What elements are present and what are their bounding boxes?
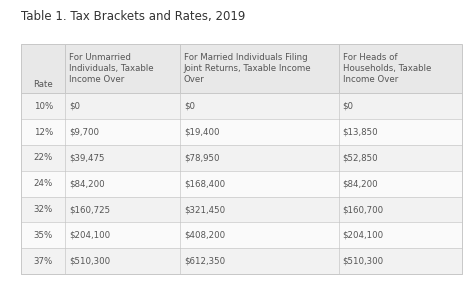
Text: $510,300: $510,300 (69, 257, 110, 266)
Text: $78,950: $78,950 (184, 153, 219, 162)
Text: For Married Individuals Filing
Joint Returns, Taxable Income
Over: For Married Individuals Filing Joint Ret… (184, 53, 311, 84)
Text: $204,100: $204,100 (69, 231, 110, 240)
Text: $84,200: $84,200 (69, 179, 105, 188)
Bar (21, 93, 462, 119)
Text: $0: $0 (69, 102, 80, 111)
Text: $612,350: $612,350 (184, 257, 225, 266)
Bar (21, 44, 462, 93)
Text: $19,400: $19,400 (184, 128, 219, 137)
Bar (21, 222, 462, 248)
Text: $510,300: $510,300 (343, 257, 383, 266)
Bar (21, 145, 462, 171)
Text: $39,475: $39,475 (69, 153, 105, 162)
Text: $408,200: $408,200 (184, 231, 225, 240)
Text: Rate: Rate (34, 80, 53, 89)
Text: $160,700: $160,700 (343, 205, 383, 214)
Text: $0: $0 (343, 102, 354, 111)
Text: 35%: 35% (34, 231, 53, 240)
Text: 22%: 22% (34, 153, 53, 162)
Bar (21, 171, 462, 197)
Bar (21, 197, 462, 222)
Text: $321,450: $321,450 (184, 205, 225, 214)
Text: $160,725: $160,725 (69, 205, 110, 214)
Text: $52,850: $52,850 (343, 153, 378, 162)
Text: $13,850: $13,850 (343, 128, 378, 137)
Text: 24%: 24% (34, 179, 53, 188)
Bar (21, 248, 462, 274)
Text: 10%: 10% (34, 102, 53, 111)
Bar (21, 44, 462, 274)
Text: 32%: 32% (34, 205, 53, 214)
Bar (21, 119, 462, 145)
Text: $0: $0 (184, 102, 195, 111)
Text: 37%: 37% (34, 257, 53, 266)
Text: 12%: 12% (34, 128, 53, 137)
Text: $9,700: $9,700 (69, 128, 99, 137)
Text: Table 1. Tax Brackets and Rates, 2019: Table 1. Tax Brackets and Rates, 2019 (21, 10, 246, 23)
Text: For Heads of
Households, Taxable
Income Over: For Heads of Households, Taxable Income … (343, 53, 431, 84)
Text: For Unmarried
Individuals, Taxable
Income Over: For Unmarried Individuals, Taxable Incom… (69, 53, 154, 84)
Text: $84,200: $84,200 (343, 179, 378, 188)
Text: $168,400: $168,400 (184, 179, 225, 188)
Text: $204,100: $204,100 (343, 231, 383, 240)
